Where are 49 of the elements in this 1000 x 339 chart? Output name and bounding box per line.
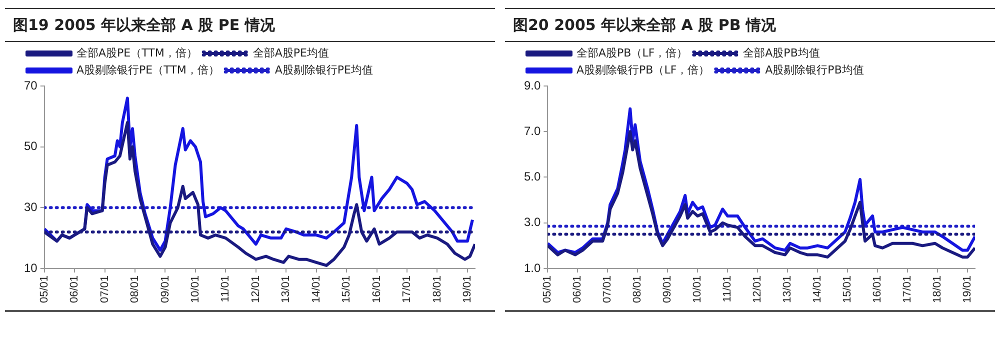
x-tick-label: 13/01 [782, 275, 794, 304]
x-tick-label: 08/01 [129, 275, 142, 304]
legend-label: A股剔除银行PB（LF，倍） [576, 63, 710, 76]
legend-label: A股剔除银行PB均值 [765, 63, 864, 76]
y-tick-label: 50 [24, 139, 38, 154]
y-tick-label: 9.0 [524, 78, 541, 92]
y-tick-label: 10 [24, 260, 38, 275]
x-tick-label: 12/01 [250, 275, 262, 304]
x-tick-label: 14/01 [812, 275, 824, 304]
legend-label: A股剔除银行PE均值 [274, 63, 373, 76]
x-tick-label: 17/01 [902, 275, 914, 304]
x-tick-label: 06/01 [572, 275, 584, 304]
x-tick-label: 13/01 [280, 275, 292, 304]
x-tick-label: 06/01 [68, 275, 81, 304]
x-tick-label: 05/01 [542, 275, 554, 304]
x-tick-label: 09/01 [159, 275, 172, 304]
y-tick-label: 3.0 [524, 215, 541, 230]
y-tick-label: 1.0 [524, 260, 541, 275]
x-tick-label: 17/01 [401, 275, 414, 304]
x-tick-label: 07/01 [602, 275, 614, 304]
x-tick-label: 14/01 [310, 275, 322, 304]
x-tick-label: 16/01 [370, 275, 383, 304]
legend-label: 全部A股PB均值 [743, 46, 820, 60]
x-tick-label: 10/01 [189, 275, 202, 304]
x-tick-label: 15/01 [842, 275, 854, 304]
x-tick-label: 19/01 [461, 275, 474, 304]
x-tick-label: 09/01 [662, 275, 674, 304]
x-tick-label: 07/01 [98, 275, 111, 304]
x-tick-label: 19/01 [962, 275, 974, 304]
x-tick-label: 05/01 [38, 275, 50, 304]
x-tick-label: 15/01 [340, 275, 353, 304]
x-tick-label: 16/01 [872, 275, 884, 304]
x-tick-label: 18/01 [431, 275, 444, 304]
x-tick-label: 18/01 [932, 275, 944, 304]
chart-title: 图20 2005 年以来全部 A 股 PB 情况 [505, 8, 995, 42]
legend-label: 全部A股PB（LF，倍） [576, 46, 688, 60]
x-tick-label: 11/01 [220, 275, 232, 302]
y-tick-label: 30 [24, 200, 38, 214]
x-tick-label: 10/01 [692, 275, 704, 304]
y-tick-label: 7.0 [524, 124, 541, 138]
y-tick-label: 70 [24, 78, 38, 92]
legend-label: 全部A股PE（TTM，倍） [76, 46, 198, 60]
chart-title: 图19 2005 年以来全部 A 股 PE 情况 [5, 8, 495, 42]
x-tick-label: 11/01 [722, 275, 734, 302]
y-tick-label: 5.0 [524, 170, 541, 184]
legend-label: 全部A股PE均值 [252, 46, 329, 60]
legend-label: A股剔除银行PE（TTM，倍） [76, 63, 220, 76]
x-tick-label: 08/01 [632, 275, 644, 304]
x-tick-label: 12/01 [752, 275, 764, 304]
